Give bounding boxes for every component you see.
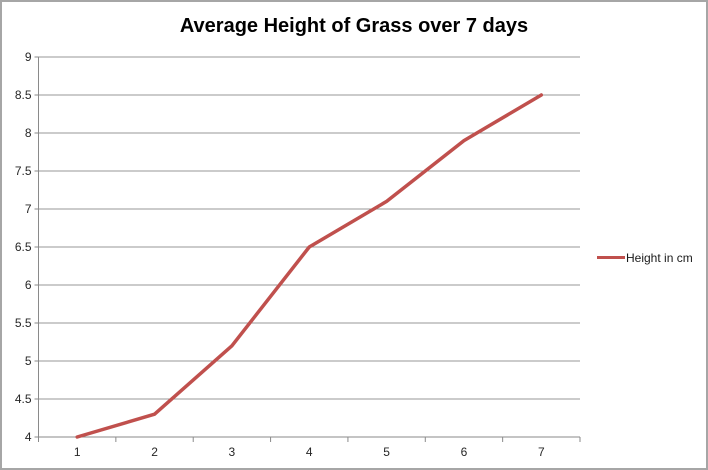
y-axis-label: 7.5 [15,164,32,178]
y-axis-label: 7 [25,202,32,216]
y-axis-label: 4 [25,430,32,444]
x-axis-label: 6 [461,445,468,459]
x-axis-label: 3 [229,445,236,459]
legend-label: Height in cm [626,250,693,265]
legend: Height in cm [597,250,693,265]
legend-line-swatch [597,256,625,259]
y-axis-label: 8 [25,126,32,140]
y-axis-label: 4.5 [15,392,32,406]
x-axis-label: 4 [306,445,313,459]
y-axis-label: 6.5 [15,240,32,254]
x-axis-label: 1 [74,445,81,459]
y-axis-label: 5.5 [15,316,32,330]
x-axis-label: 2 [151,445,158,459]
y-axis-label: 6 [25,278,32,292]
y-axis-label: 8.5 [15,88,32,102]
x-axis-label: 7 [538,445,545,459]
y-axis-label: 5 [25,354,32,368]
x-axis-label: 5 [383,445,390,459]
chart-title: Average Height of Grass over 7 days [179,15,529,37]
y-axis-label: 9 [25,50,32,64]
series-line [75,93,544,439]
